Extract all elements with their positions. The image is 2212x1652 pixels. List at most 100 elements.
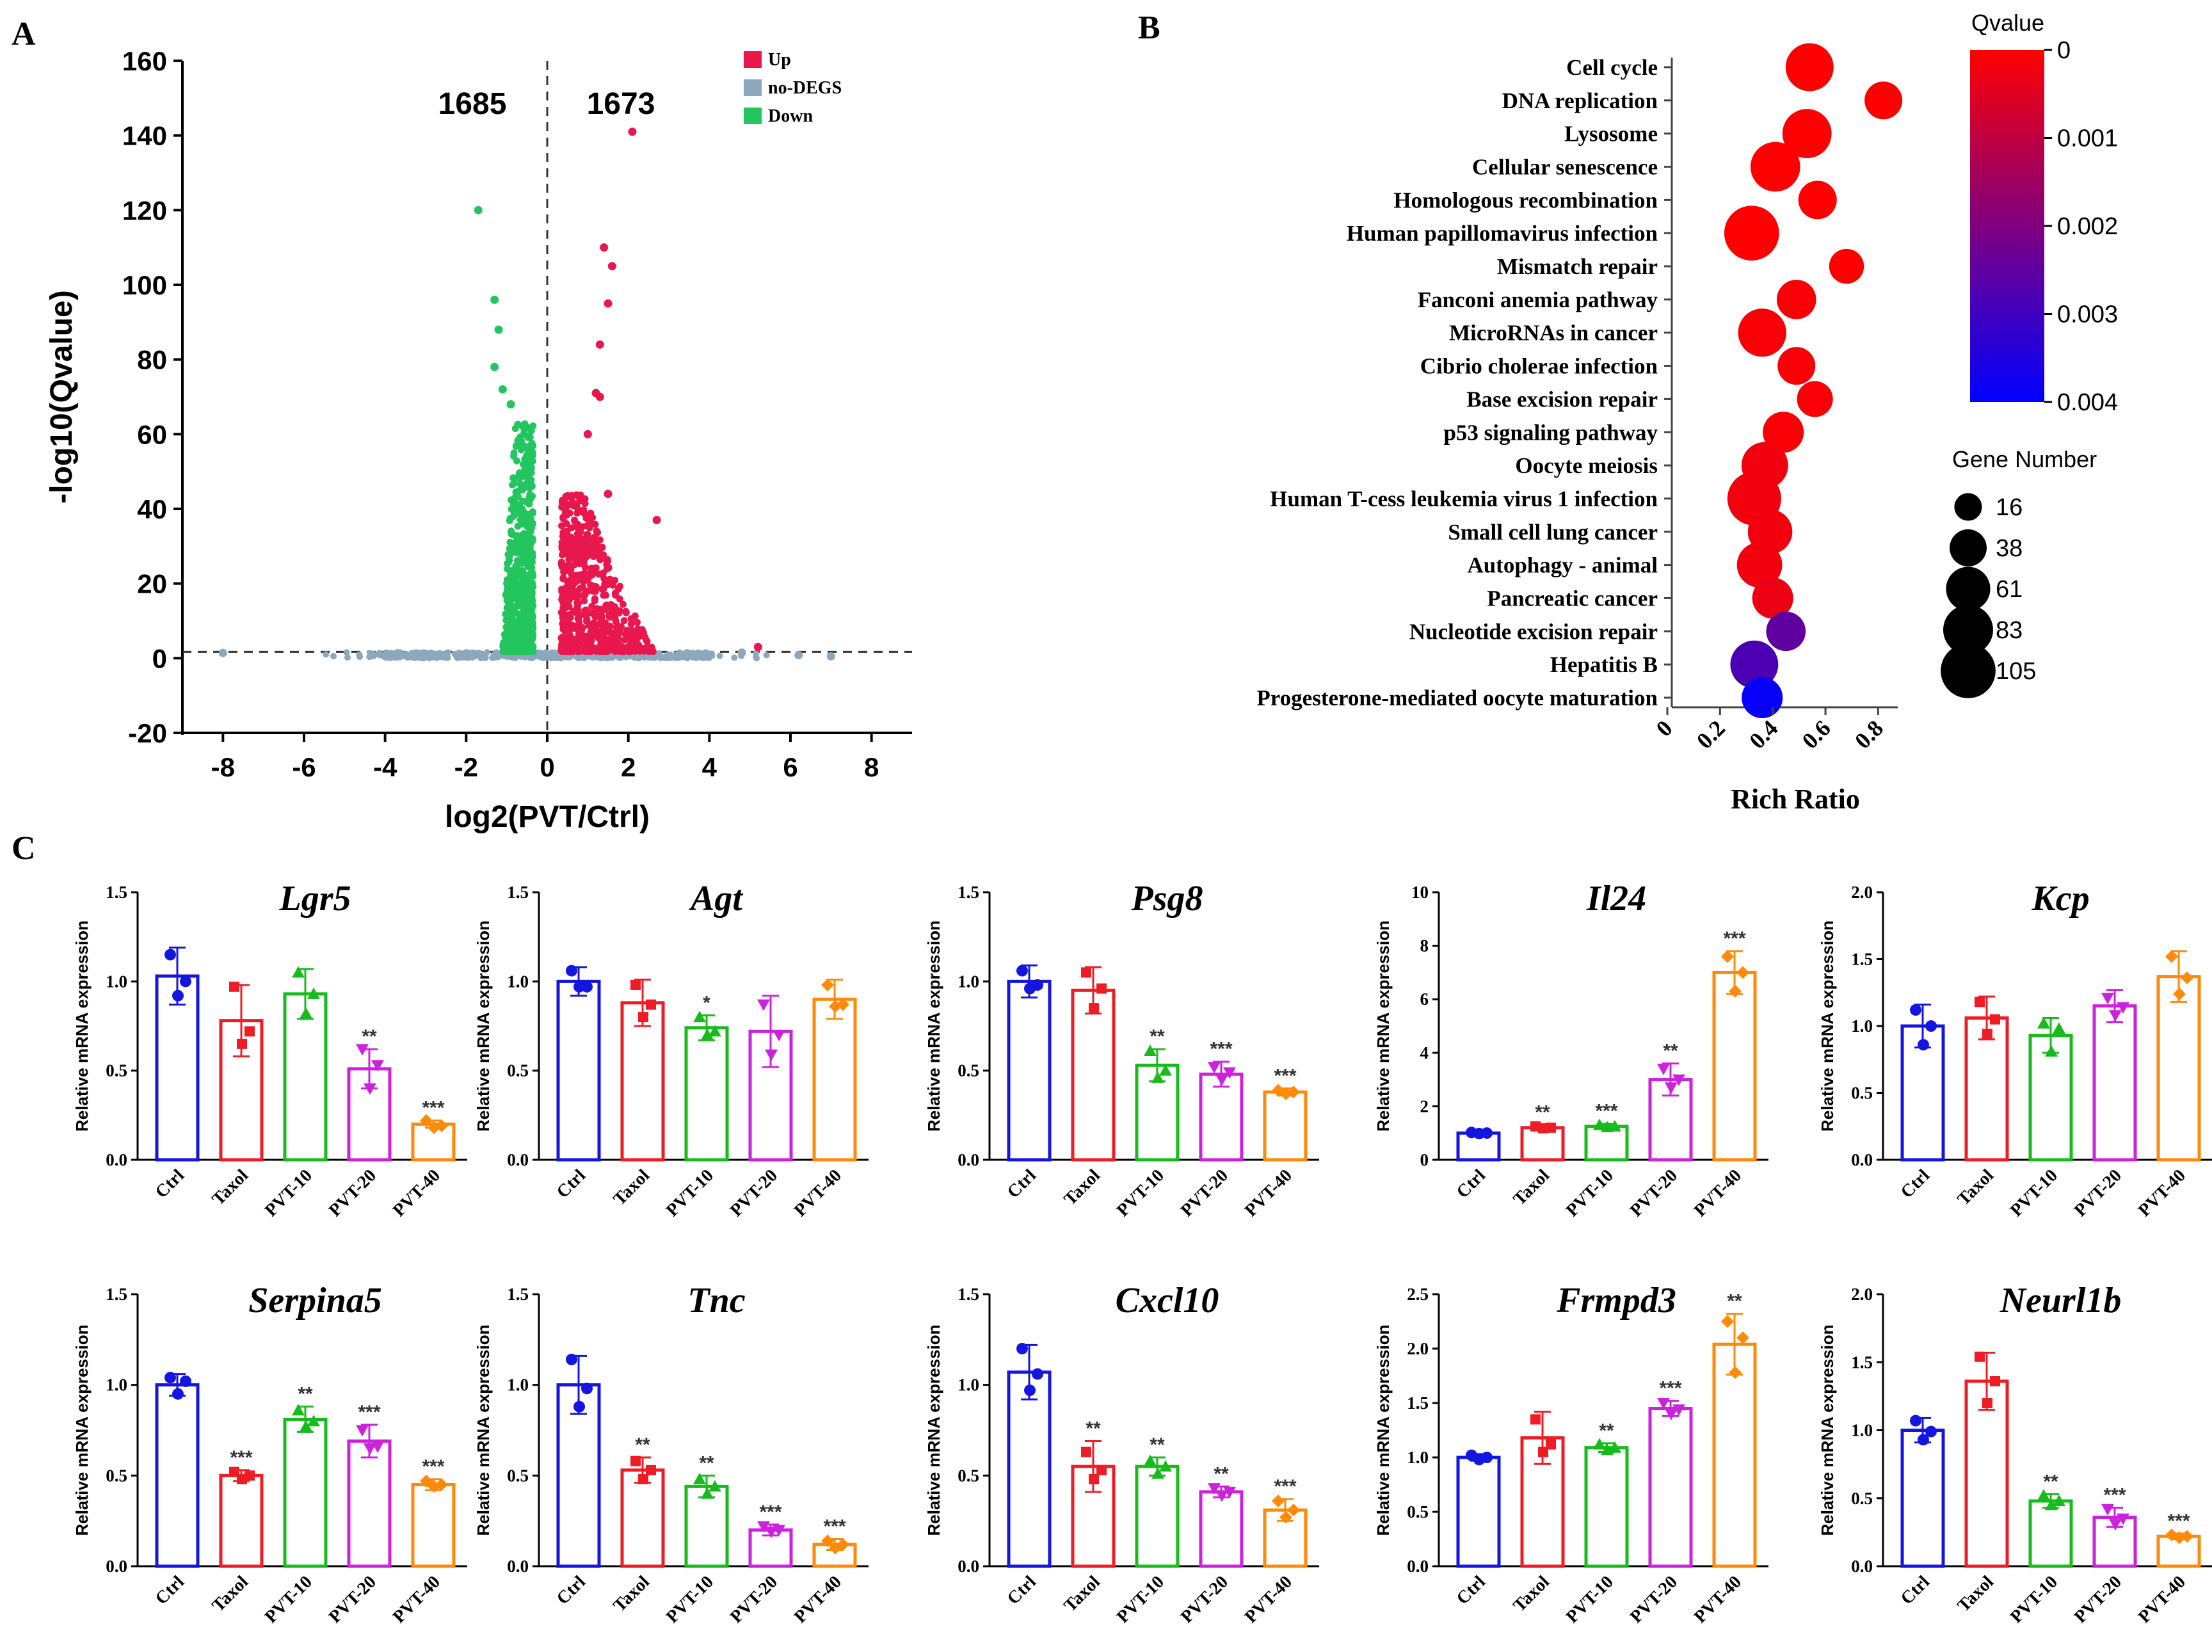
x-tick-label: 6 [783,752,797,782]
gene-title: Neurl1b [2000,1281,2122,1320]
significance-label: ** [635,1434,650,1456]
point-up [579,583,587,591]
y-tick-label: 0.5 [1851,1084,1873,1103]
category-label: Taxol [1509,1166,1553,1210]
bar-chart-psg8: 0.0 0.5 1.0 1.5 Relative mRNA expression Psg8… [924,879,1319,1221]
data-point [1910,1004,1921,1016]
data-point [1990,1376,2000,1386]
size-legend-label: 105 [1996,658,2036,685]
point-up [628,627,636,634]
point-up [582,648,589,655]
data-point [1287,1504,1300,1517]
point-down [509,602,517,610]
gene-title: Il24 [1586,879,1646,918]
point-down [528,554,536,562]
gene-title: Agt [689,879,743,918]
data-point [2173,1531,2186,1544]
significance-label: *** [230,1447,252,1468]
x-tick-label: 8 [864,752,879,782]
data-point [573,981,585,993]
significance-label: ** [2043,1471,2058,1492]
y-tick-label: 4 [1420,1043,1429,1063]
y-tick-label: 0.0 [106,1150,127,1169]
category-label: Taxol [609,1572,653,1616]
data-point [292,966,305,978]
point-up [579,559,586,567]
y-tick-label: 40 [137,494,167,524]
data-point [1089,1474,1099,1484]
legend-label: no-DEGS [768,78,842,98]
point-nodeg [753,655,760,662]
data-point [2045,1045,2058,1057]
significance-label: ** [1599,1420,1614,1441]
x-tick-label: 0.4 [1744,715,1783,753]
x-tick-label: 0.2 [1692,715,1730,753]
point-nodeg [826,652,835,661]
point-up [570,502,577,509]
category-label: PVT-40 [389,1572,444,1627]
category-label: PVT-40 [2135,1572,2190,1627]
point-up [613,618,620,625]
point-up [559,529,567,536]
y-axis-title: Relative mRNA expression [1818,920,1837,1132]
point-nodeg [391,652,398,659]
x-tick-label: 0 [1651,715,1678,741]
point-down [513,457,521,465]
point-up [569,648,577,655]
data-point [237,1474,247,1484]
gene-title: Frmpd3 [1556,1281,1676,1320]
term-label: Human papillomavirus infection [1347,221,1658,246]
qvalue-title: Qvalue [1971,10,2044,36]
point-down [512,442,520,450]
category-label: PVT-10 [2007,1572,2062,1627]
data-point [180,1375,191,1387]
term-bubble [1742,677,1783,719]
data-point [1982,1398,1992,1408]
point-nodeg [511,655,518,662]
data-point [2165,950,2178,963]
point-up [600,591,607,599]
data-point [1729,984,1742,998]
y-tick-label: 0.5 [106,1061,127,1080]
term-bubble [1736,542,1783,588]
data-point [2037,1489,2050,1501]
point-nodeg [482,654,489,661]
point-down [527,540,534,547]
data-point [1918,1434,1929,1446]
category-label: Taxol [1060,1572,1104,1616]
category-label: PVT-20 [2071,1572,2126,1627]
point-down [503,614,511,622]
category-label: Taxol [1953,1166,1998,1210]
significance-label: ** [1214,1463,1229,1484]
bar [1648,1407,1693,1568]
category-label: PVT-10 [1113,1166,1168,1221]
y-tick-label: 0.0 [507,1557,529,1576]
bar-chart-serpina5: 0.0 0.5 1.0 1.5 Relative mRNA expression Serp… [72,1281,467,1627]
point-up [595,392,604,401]
y-axis-title: Relative mRNA expression [924,1325,943,1536]
bar [2092,1004,2137,1162]
y-tick-label: 1.5 [958,883,979,902]
data-point [300,1007,312,1019]
point-down [518,541,526,549]
y-tick-label: 1.5 [1851,950,1873,969]
category-label: PVT-20 [325,1572,380,1627]
bar-chart-agt: 0.0 0.5 1.0 1.5 Relative mRNA expression Agt C… [474,879,869,1221]
point-nodeg [737,648,746,657]
category-label: PVT-40 [1241,1166,1296,1221]
data-point [1279,1511,1292,1524]
category-label: Ctrl [1897,1572,1934,1608]
y-tick-label: 1.0 [507,972,529,991]
data-point [1925,1425,1937,1438]
point-down [499,641,507,649]
point-up [593,645,600,653]
point-nodeg [492,654,499,661]
point-down [528,481,536,489]
y-axis-title: Relative mRNA expression [474,1325,493,1536]
point-down [504,550,512,558]
data-point [2109,1519,2122,1531]
data-point [821,978,834,991]
point-nodeg [467,652,474,659]
point-down [500,647,508,655]
point-down [520,535,527,543]
